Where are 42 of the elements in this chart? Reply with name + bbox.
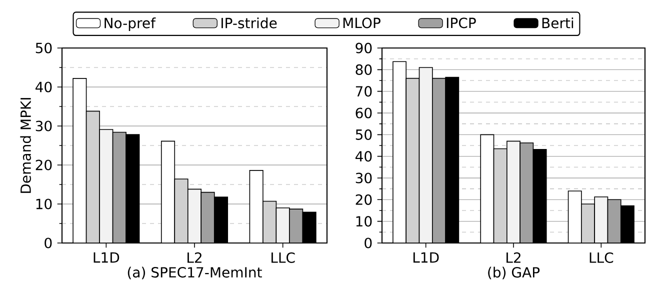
y-axis-title: Demand MPKI <box>20 98 31 193</box>
y-tick-label: 40 <box>36 82 52 92</box>
bar <box>289 208 304 243</box>
x-tick-label: LLC <box>272 252 295 263</box>
y-tick-label: 10 <box>356 216 372 227</box>
y-tick-label: 80 <box>356 64 372 75</box>
legend-label: IP-stride <box>222 18 277 28</box>
bar <box>594 196 608 243</box>
bar <box>607 199 622 243</box>
y-tick-label: 60 <box>356 108 372 118</box>
y-tick-label: 40 <box>356 151 372 162</box>
bar <box>200 192 215 243</box>
x-axis-title: (a) SPEC17-MemInt <box>128 266 262 280</box>
y-tick-label: 20 <box>36 160 52 170</box>
y-tick-label: 20 <box>356 194 372 205</box>
bar <box>112 132 126 243</box>
y-tick-label: 70 <box>356 86 372 97</box>
bar <box>520 142 534 243</box>
x-tick-label: L1D <box>413 252 439 263</box>
x-tick-label: L2 <box>188 252 202 263</box>
y-tick-label: 50 <box>36 42 52 54</box>
x-axis-title: (b) GAP <box>488 266 540 280</box>
y-tick-label: 50 <box>356 129 372 140</box>
bar <box>262 200 277 243</box>
x-tick-label: L1D <box>94 252 120 263</box>
y-tick-label: 10 <box>36 198 52 210</box>
legend-label: Berti <box>542 18 574 28</box>
x-tick-label: L2 <box>506 252 520 263</box>
bar <box>432 78 446 243</box>
legend-label: IPCP <box>446 18 476 28</box>
y-tick-label: 0 <box>44 238 52 248</box>
legend-label: MLOP <box>343 18 380 28</box>
y-tick-label: 0 <box>364 238 372 248</box>
legend-label: No-pref <box>104 18 156 32</box>
y-tick-label: 30 <box>36 120 52 132</box>
y-tick-label: 30 <box>356 172 372 184</box>
bar <box>86 110 100 243</box>
bar <box>174 178 188 243</box>
bar <box>506 140 520 243</box>
y-tick-label: 90 <box>356 42 372 54</box>
bar <box>418 67 433 243</box>
x-tick-label: LLC <box>590 252 614 263</box>
